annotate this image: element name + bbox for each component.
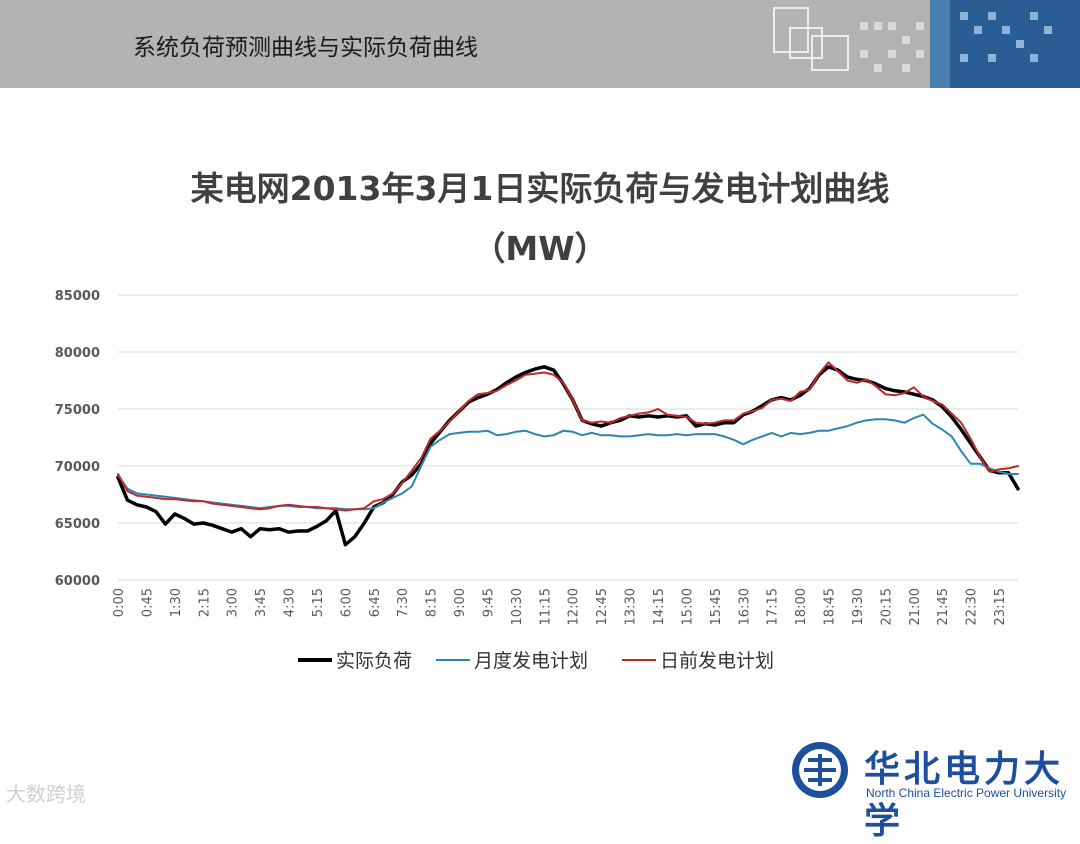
chart-subtitle: （MW） <box>472 229 608 268</box>
y-tick-label: 65000 <box>55 517 100 532</box>
x-tick-label: 21:00 <box>908 588 923 625</box>
x-tick-label: 3:45 <box>254 588 269 617</box>
x-tick-label: 18:45 <box>823 588 838 625</box>
x-tick-label: 9:45 <box>481 588 496 617</box>
x-tick-label: 17:15 <box>766 588 781 625</box>
series-line <box>117 361 1019 512</box>
x-tick-label: 16:30 <box>737 588 752 625</box>
legend-swatch-dayahead <box>622 658 656 661</box>
x-tick-label: 1:30 <box>169 588 184 617</box>
x-tick-label: 21:45 <box>936 588 951 625</box>
x-tick-label: 23:15 <box>993 588 1008 625</box>
y-tick-label: 75000 <box>55 403 100 418</box>
x-tick-label: 2:15 <box>197 588 212 617</box>
x-tick-label: 6:00 <box>339 588 354 617</box>
x-tick-label: 15:45 <box>709 588 724 625</box>
legend-item-actual: 实际负荷 <box>298 646 412 673</box>
y-tick-label: 80000 <box>55 346 100 361</box>
y-tick-label: 70000 <box>55 460 100 475</box>
x-tick-label: 19:30 <box>851 588 866 625</box>
x-tick-label: 7:30 <box>396 588 411 617</box>
x-tick-label: 3:00 <box>226 588 241 617</box>
chart-title: 某电网2013年3月1日实际负荷与发电计划曲线 <box>190 169 890 208</box>
x-tick-label: 14:15 <box>652 588 667 625</box>
legend-swatch-actual <box>298 657 332 662</box>
legend-label-actual: 实际负荷 <box>336 650 413 672</box>
logo-english-name: North China Electric Power University <box>866 786 1067 800</box>
series-line <box>117 413 1019 511</box>
chart-legend: 实际负荷 月度发电计划 日前发电计划 <box>0 646 1080 676</box>
watermark: 大数跨境 <box>6 782 86 806</box>
legend-swatch-monthly <box>436 658 470 661</box>
x-tick-label: 12:45 <box>595 588 610 625</box>
university-logo: 华北电力大学 North China Electric Power Univer… <box>790 736 1070 842</box>
load-chart: 85000 80000 75000 70000 65000 60000 0:00 0:45 1:… <box>55 289 1020 625</box>
x-tick-label: 13:30 <box>624 588 639 625</box>
y-tick-label: 60000 <box>55 574 100 589</box>
x-tick-label: 9:00 <box>453 588 468 617</box>
x-tick-label: 12:00 <box>567 588 582 625</box>
x-tick-label: 6:45 <box>368 588 383 617</box>
x-tick-label: 0:45 <box>140 588 155 617</box>
x-tick-label: 20:15 <box>879 588 894 625</box>
x-tick-label: 18:00 <box>794 588 809 625</box>
header-decoration <box>773 0 1080 88</box>
y-tick-label: 85000 <box>55 289 100 304</box>
legend-label-dayahead: 日前发电计划 <box>660 650 775 672</box>
university-emblem-icon <box>792 742 848 798</box>
x-tick-label: 10:30 <box>510 588 525 625</box>
legend-item-monthly: 月度发电计划 <box>436 646 588 673</box>
x-tick-label: 22:30 <box>965 588 980 625</box>
x-tick-label: 11:15 <box>538 588 553 625</box>
x-tick-label: 4:30 <box>283 588 298 617</box>
x-tick-label: 15:00 <box>680 588 695 625</box>
legend-label-monthly: 月度发电计划 <box>474 650 589 672</box>
slide-title: 系统负荷预测曲线与实际负荷曲线 <box>133 35 478 61</box>
x-tick-label: 8:15 <box>425 588 440 617</box>
x-tick-label: 5:15 <box>311 588 326 617</box>
slide-header: 系统负荷预测曲线与实际负荷曲线 <box>0 0 1080 88</box>
legend-item-dayahead: 日前发电计划 <box>622 646 774 673</box>
x-tick-label: 0:00 <box>112 588 127 617</box>
